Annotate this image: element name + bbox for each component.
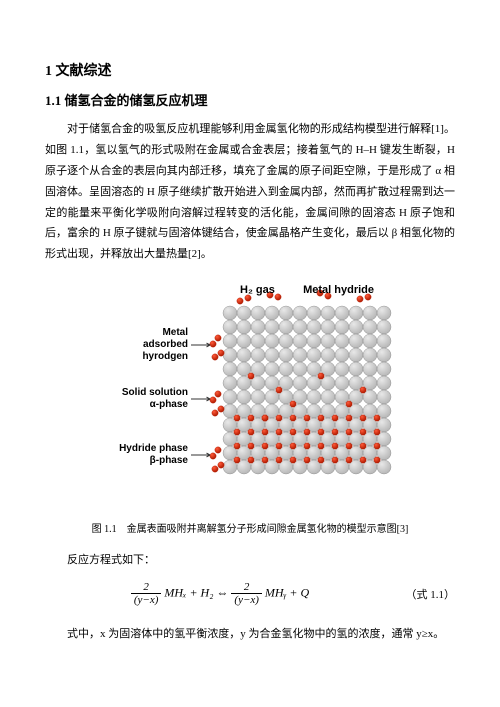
figure-svg: H₂ gas Metal hydride Metaladsorbedhyrodgen… bbox=[90, 283, 410, 503]
page: 1 文献综述 1.1 储氢合金的储氢反应机理 对于储氢合金的吸氢反应机理能够利用… bbox=[0, 0, 500, 693]
eq-rhs-den: (y−x) bbox=[231, 594, 262, 606]
heading-1: 1 文献综述 bbox=[45, 60, 455, 80]
figure-1-1: H₂ gas Metal hydride Metaladsorbedhyrodgen… bbox=[45, 283, 455, 508]
eq-rhs-num: 2 bbox=[231, 581, 262, 594]
figure-caption: 图 1.1 金属表面吸附并离解氢分子形成间隙金属氢化物的模型示意图[3] bbox=[45, 520, 455, 535]
svg-text:Metal: Metal bbox=[162, 327, 188, 338]
footer-paragraph: 式中，x 为固溶体中的氢平衡浓度，y 为合金氢化物中的氢的浓度，通常 y≥x。 bbox=[45, 624, 455, 645]
equation-number: （式 1.1） bbox=[395, 586, 455, 602]
svg-text:H₂ gas: H₂ gas bbox=[240, 284, 275, 296]
eq-lhs-num: 2 bbox=[131, 581, 162, 594]
svg-text:α-phase: α-phase bbox=[150, 399, 189, 410]
eq-rhs-tail: MHᵧ + Q bbox=[265, 586, 309, 600]
svg-text:Metal hydride: Metal hydride bbox=[303, 284, 374, 296]
svg-text:hyrodgen: hyrodgen bbox=[142, 351, 188, 362]
eq-lhs-den: (y−x) bbox=[131, 594, 162, 606]
reaction-intro: 反应方程式如下： bbox=[45, 551, 455, 567]
eq-lhs-tail: MHₓ + H₂ ⇔ bbox=[164, 586, 228, 600]
svg-text:Solid solution: Solid solution bbox=[122, 387, 188, 398]
equation-row: 2 (y−x) MHₓ + H₂ ⇔ 2 (y−x) MHᵧ + Q （式 1.… bbox=[45, 581, 455, 606]
body-paragraph: 对于储氢合金的吸氢反应机理能够利用金属氢化物的形成结构模型进行解释[1]。如图 … bbox=[45, 119, 455, 265]
svg-text:β-phase: β-phase bbox=[150, 455, 189, 466]
svg-text:Hydride phase: Hydride phase bbox=[119, 443, 188, 454]
equation-1-1: 2 (y−x) MHₓ + H₂ ⇔ 2 (y−x) MHᵧ + Q bbox=[45, 581, 395, 606]
svg-text:adsorbed: adsorbed bbox=[143, 339, 188, 350]
heading-2: 1.1 储氢合金的储氢反应机理 bbox=[45, 90, 455, 109]
